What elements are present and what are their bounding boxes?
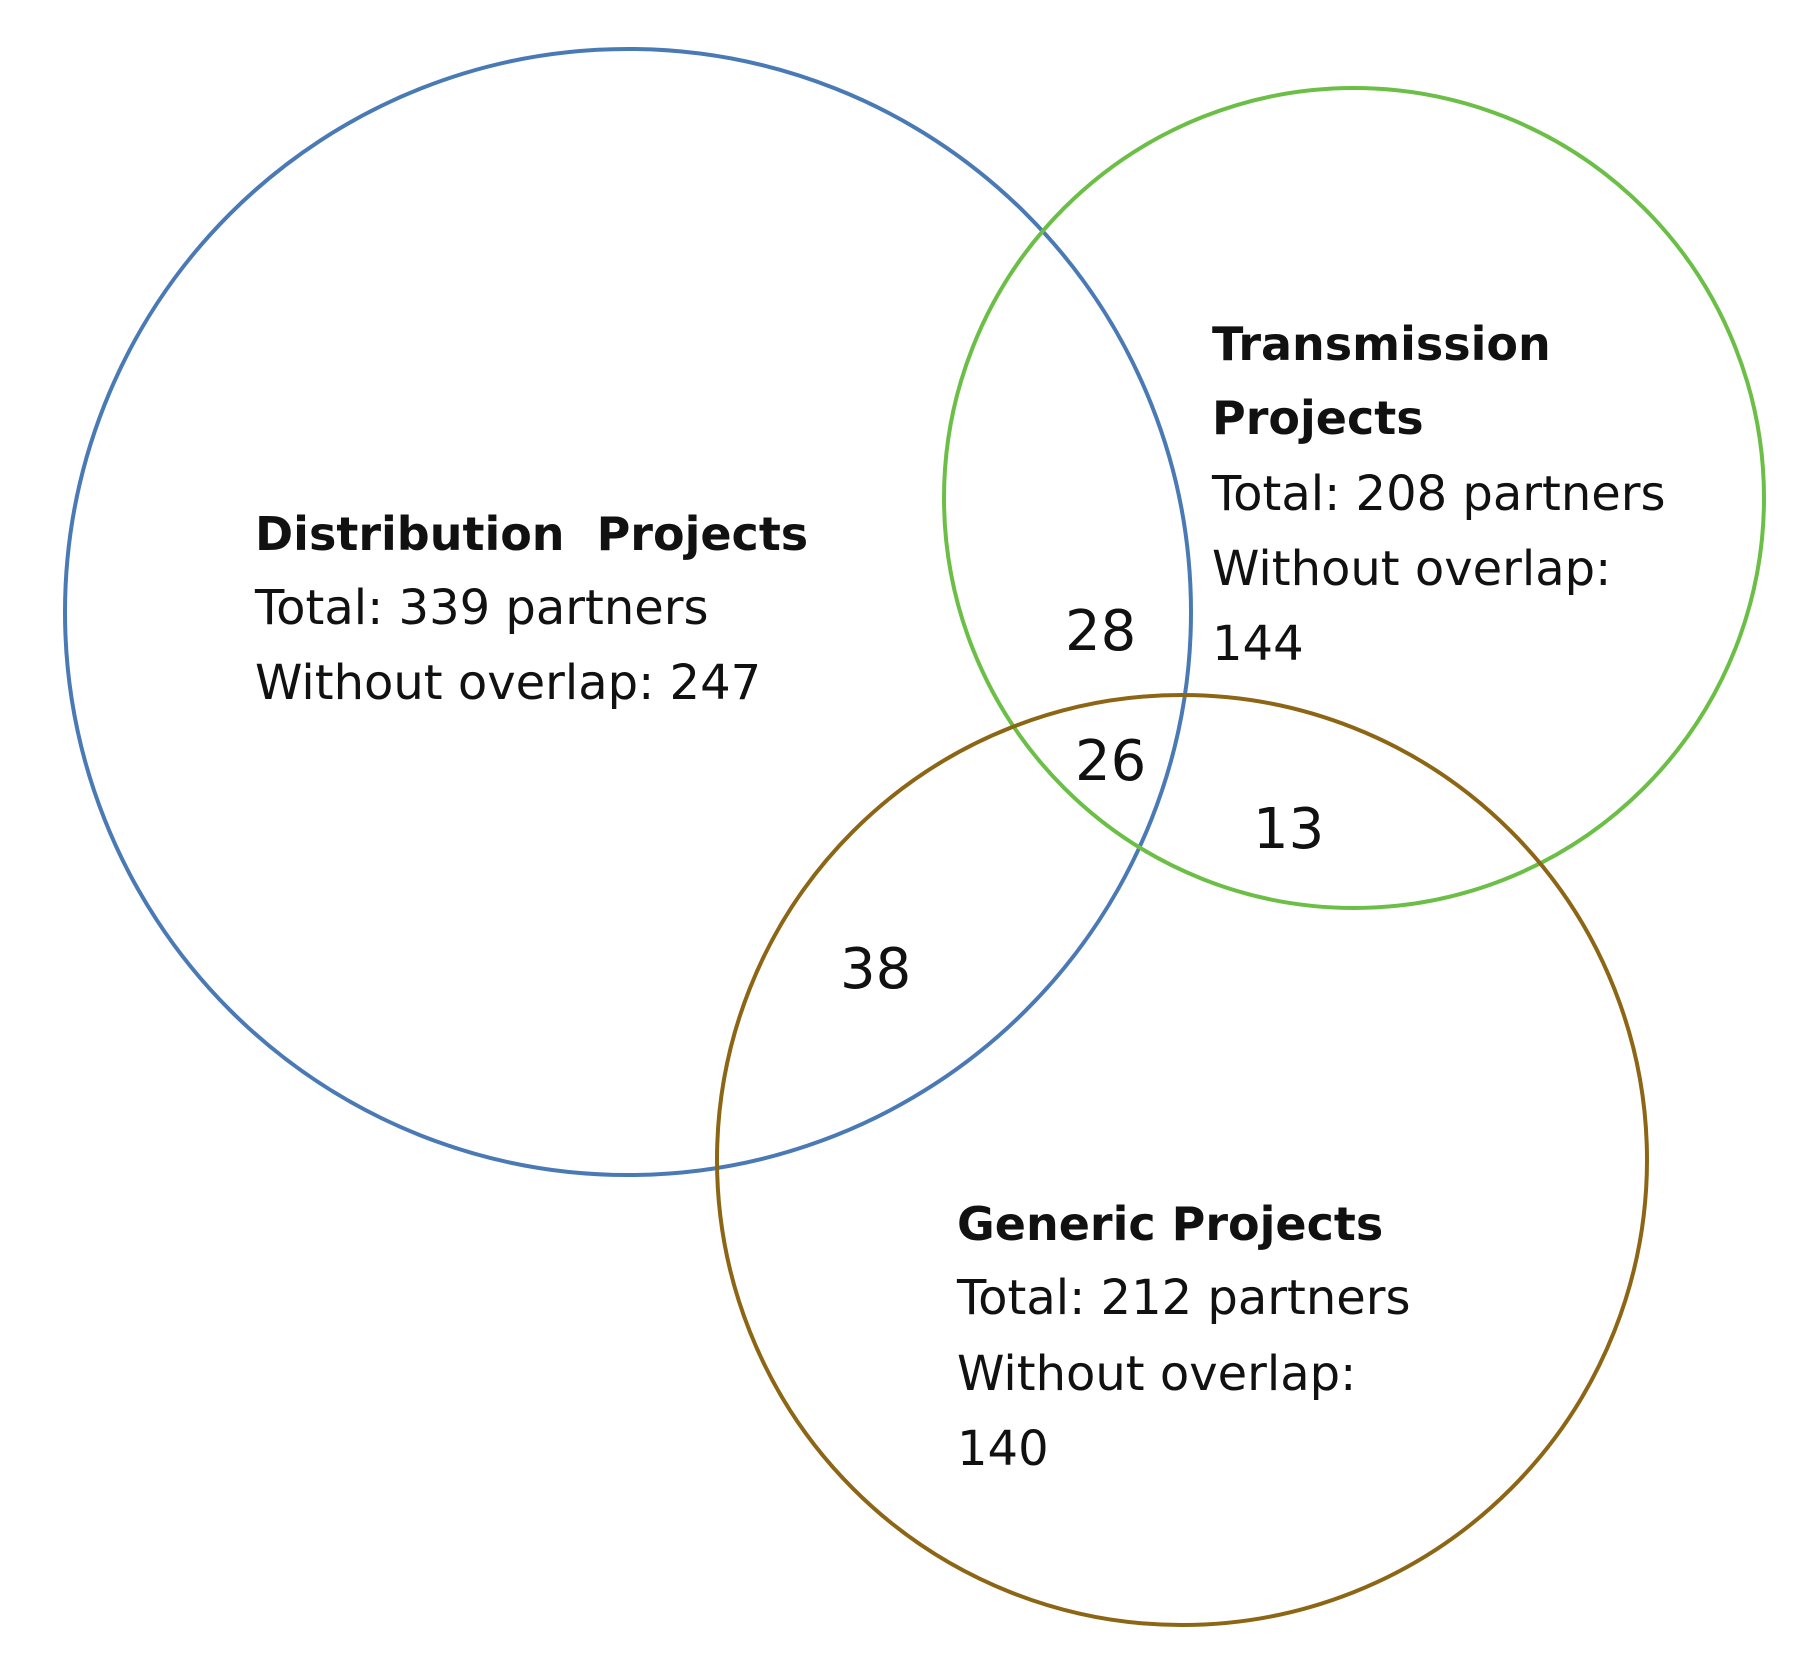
generic-total: Total: 212 partners	[956, 1270, 1411, 1326]
overlap-transmission-generic: 13	[1253, 797, 1324, 862]
generic-without-overlap-value: 140	[957, 1421, 1049, 1477]
transmission-without-overlap-label: Without overlap:	[1212, 541, 1611, 597]
transmission-total: Total: 208 partners	[1211, 466, 1666, 522]
transmission-title-line1: Transmission	[1212, 317, 1551, 371]
transmission-without-overlap-value: 144	[1212, 616, 1304, 672]
distribution-without-overlap: Without overlap: 247	[255, 655, 761, 711]
overlap-distribution-generic: 38	[840, 937, 911, 1002]
transmission-title-line2: Projects	[1212, 391, 1424, 445]
generic-without-overlap-label: Without overlap:	[957, 1346, 1356, 1402]
overlap-all-three: 26	[1075, 729, 1146, 794]
distribution-title: Distribution Projects	[255, 507, 808, 561]
distribution-total: Total: 339 partners	[254, 580, 709, 636]
generic-title: Generic Projects	[957, 1197, 1383, 1251]
transmission-circle	[942, 86, 1766, 910]
overlap-distribution-transmission: 28	[1065, 599, 1136, 664]
generic-circle	[715, 693, 1649, 1627]
distribution-circle	[63, 47, 1193, 1177]
